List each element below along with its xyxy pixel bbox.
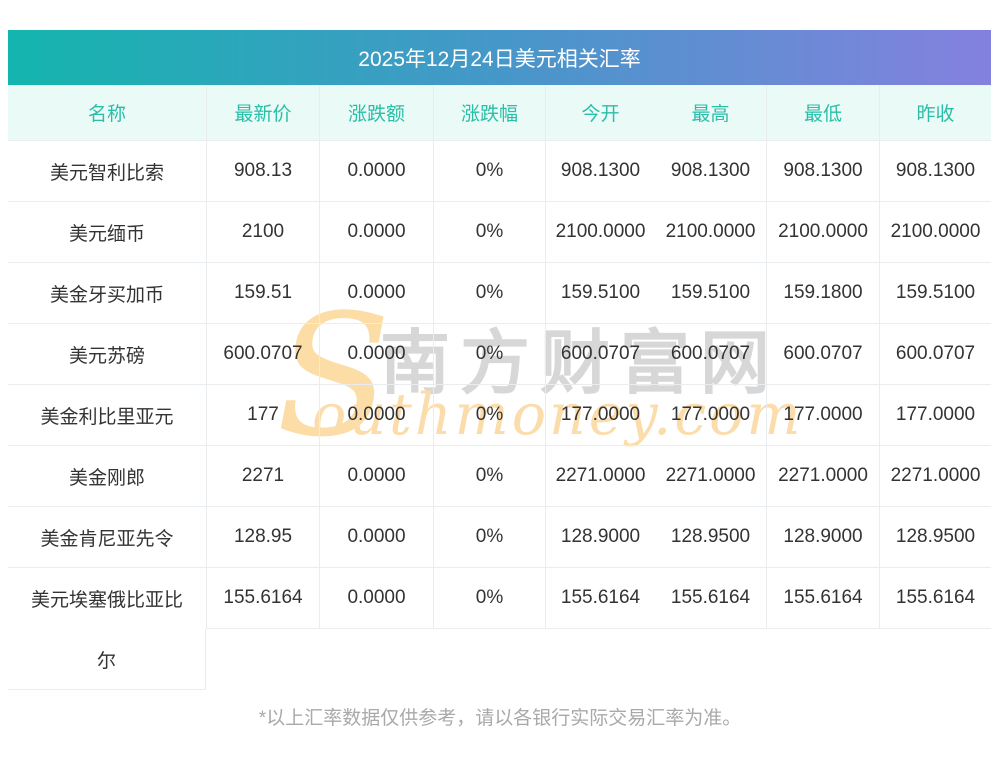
column-header-change-percent: 涨跌幅	[433, 85, 545, 140]
cell-high: 600.0707	[655, 324, 766, 385]
cell-low: 600.0707	[766, 324, 879, 385]
cell-change-amount: 0.0000	[319, 263, 433, 324]
cell-prev-close: 600.0707	[879, 324, 991, 385]
cell-change-amount: 0.0000	[319, 568, 433, 629]
cell-change-amount: 0.0000	[319, 202, 433, 263]
column-header-high: 最高	[691, 104, 730, 125]
table-row: 美金刚郎 2271 0.0000 0% 2271.0000 2271.0000 …	[8, 446, 991, 507]
table-row-name-overflow: 尔	[8, 629, 991, 690]
column-header-name: 名称	[87, 104, 126, 125]
cell-name: 美金牙买加币	[8, 263, 206, 324]
cell-latest-price: 908.13	[206, 141, 319, 202]
table-row: 美元智利比索 908.13 0.0000 0% 908.1300 908.130…	[8, 141, 991, 202]
cell-name: 美金肯尼亚先令	[8, 507, 206, 568]
cell-change-percent: 0%	[433, 141, 545, 202]
cell-open: 155.6164	[545, 568, 655, 629]
cell-latest-price: 2100	[206, 202, 319, 263]
table-title: 2025年12月24日美元相关汇率	[8, 30, 991, 85]
table-row: 美元苏磅 600.0707 0.0000 0% 600.0707 600.070…	[8, 324, 991, 385]
cell-name: 美元智利比索	[8, 141, 206, 202]
cell-high: 159.5100	[655, 263, 766, 324]
cell-high: 2100.0000	[655, 202, 766, 263]
cell-open: 908.1300	[545, 141, 655, 202]
cell-low: 177.0000	[766, 385, 879, 446]
cell-name: 美金利比里亚元	[8, 385, 206, 446]
column-header-low: 最低	[766, 85, 879, 140]
cell-change-percent: 0%	[433, 507, 545, 568]
cell-change-amount: 0.0000	[319, 446, 433, 507]
cell-name: 美元埃塞俄比亚比	[30, 590, 183, 611]
cell-prev-close: 177.0000	[879, 385, 991, 446]
cell-name: 美元缅币	[8, 202, 206, 263]
column-header-open: 今开	[545, 85, 655, 140]
cell-high: 908.1300	[655, 141, 766, 202]
column-header-latest-price: 最新价	[206, 85, 319, 140]
cell-high: 128.9500	[655, 507, 766, 568]
cell-low: 159.1800	[766, 263, 879, 324]
cell-low: 2271.0000	[766, 446, 879, 507]
cell-latest-price: 177	[206, 385, 319, 446]
table-row: 美元缅币 2100 0.0000 0% 2100.0000 2100.0000 …	[8, 202, 991, 263]
cell-high: 177.0000	[655, 385, 766, 446]
cell-latest-price: 2271	[206, 446, 319, 507]
cell-change-amount: 0.0000	[319, 141, 433, 202]
cell-latest-price: 600.0707	[206, 324, 319, 385]
table-row: 美金利比里亚元 177 0.0000 0% 177.0000 177.0000 …	[8, 385, 991, 446]
cell-open: 2271.0000	[545, 446, 655, 507]
cell-open: 128.9000	[545, 507, 655, 568]
table-title-text: 2025年12月24日美元相关汇率	[358, 47, 641, 71]
cell-high: 2271.0000	[655, 446, 766, 507]
cell-low: 908.1300	[766, 141, 879, 202]
cell-change-percent: 0%	[433, 202, 545, 263]
cell-prev-close: 908.1300	[879, 141, 991, 202]
cell-open: 600.0707	[545, 324, 655, 385]
table-row: 美金肯尼亚先令 128.95 0.0000 0% 128.9000 128.95…	[8, 507, 991, 568]
cell-high: 155.6164	[655, 568, 766, 629]
cell-change-amount: 0.0000	[319, 324, 433, 385]
disclaimer-note: *以上汇率数据仅供参考，请以各银行实际交易汇率为准。	[258, 708, 742, 729]
cell-change-percent: 0%	[433, 568, 545, 629]
cell-change-percent: 0%	[433, 385, 545, 446]
cell-change-percent: 0%	[433, 446, 545, 507]
column-header-change-amount: 涨跌额	[319, 85, 433, 140]
cell-low: 155.6164	[766, 568, 879, 629]
cell-open: 159.5100	[545, 263, 655, 324]
exchange-rate-table: 2025年12月24日美元相关汇率 名称 最新价 涨跌额 涨跌幅 今开 最高 最…	[8, 30, 991, 690]
cell-latest-price: 155.6164	[206, 568, 319, 629]
cell-name: 美金刚郎	[8, 446, 206, 507]
cell-prev-close: 2271.0000	[879, 446, 991, 507]
cell-name: 美元苏磅	[8, 324, 206, 385]
table-header-row: 名称 最新价 涨跌额 涨跌幅 今开 最高 最低 昨收	[8, 85, 991, 141]
cell-low: 128.9000	[766, 507, 879, 568]
cell-change-amount: 0.0000	[319, 507, 433, 568]
cell-prev-close: 2100.0000	[879, 202, 991, 263]
column-header-prev-close: 昨收	[879, 85, 991, 140]
cell-low: 2100.0000	[766, 202, 879, 263]
table-row: 美元埃塞俄比亚比 155.6164 0.0000 0% 155.6164 155…	[8, 568, 991, 629]
cell-latest-price: 128.95	[206, 507, 319, 568]
cell-open: 2100.0000	[545, 202, 655, 263]
cell-latest-price: 159.51	[206, 263, 319, 324]
cell-change-percent: 0%	[433, 263, 545, 324]
table-row: 美金牙买加币 159.51 0.0000 0% 159.5100 159.510…	[8, 263, 991, 324]
cell-open: 177.0000	[545, 385, 655, 446]
cell-name-overflow: 尔	[8, 629, 206, 690]
cell-prev-close: 128.9500	[879, 507, 991, 568]
cell-change-percent: 0%	[433, 324, 545, 385]
cell-prev-close: 159.5100	[879, 263, 991, 324]
cell-change-amount: 0.0000	[319, 385, 433, 446]
cell-prev-close: 155.6164	[879, 568, 991, 629]
